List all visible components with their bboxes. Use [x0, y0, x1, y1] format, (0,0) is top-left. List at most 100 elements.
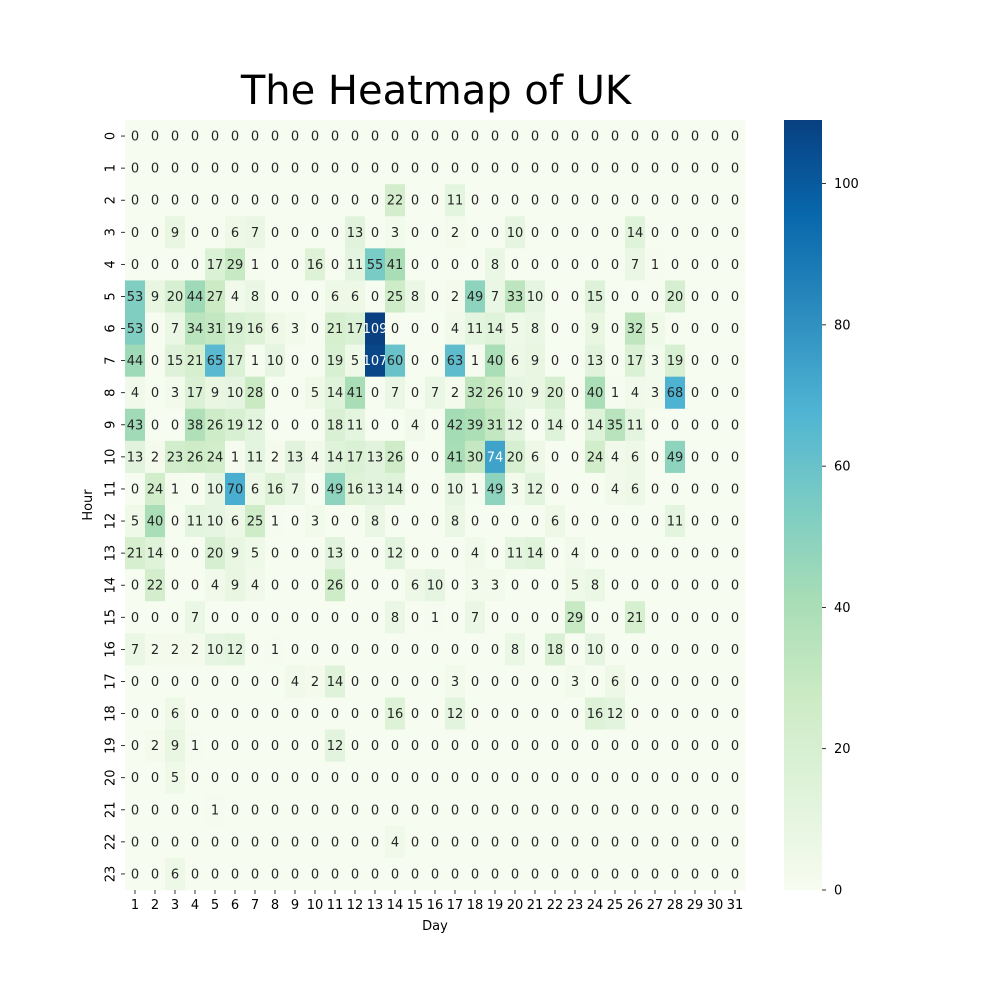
x-tick-label: 5 — [211, 898, 219, 913]
cell-value-label: 6 — [231, 226, 239, 241]
heatmap-cell — [145, 729, 166, 763]
heatmap-cell — [645, 793, 666, 827]
heatmap-cell — [545, 216, 566, 249]
heatmap-cell — [585, 280, 606, 313]
heatmap-cell — [345, 633, 366, 666]
heatmap-cell — [165, 312, 186, 345]
cell-value-label: 8 — [411, 290, 419, 305]
cell-value-label: 0 — [431, 675, 439, 690]
y-tick-label: 18 — [104, 705, 119, 722]
cell-value-label: 8 — [531, 322, 539, 337]
heatmap-cell — [205, 120, 226, 153]
heatmap-cell — [545, 505, 566, 538]
heatmap-cell — [125, 729, 146, 763]
cell-value-label: 0 — [411, 675, 419, 690]
heatmap-cell — [665, 537, 686, 570]
heatmap-cell — [345, 857, 366, 891]
cell-value-label: 25 — [387, 290, 404, 305]
heatmap-cell — [565, 440, 586, 474]
heatmap-cell — [585, 633, 606, 666]
heatmap-cell — [505, 120, 526, 153]
cell-value-label: 0 — [311, 547, 319, 562]
heatmap-cell — [465, 408, 486, 442]
cell-value-label: 14 — [527, 547, 544, 562]
heatmap-cell — [385, 601, 406, 634]
cell-value-label: 0 — [371, 418, 379, 433]
heatmap-cell — [325, 761, 346, 795]
cell-value-label: 0 — [431, 354, 439, 369]
cell-value-label: 0 — [591, 547, 599, 562]
cell-value-label: 0 — [711, 290, 719, 305]
cell-value-label: 0 — [211, 771, 219, 786]
cell-value-label: 0 — [231, 675, 239, 690]
heatmap-cell — [685, 408, 706, 442]
heatmap-cell — [145, 665, 166, 698]
cell-value-label: 8 — [491, 258, 499, 273]
heatmap-cell — [285, 440, 306, 474]
heatmap-cell — [185, 505, 206, 538]
heatmap-cell — [245, 248, 266, 281]
cell-value-label: 0 — [671, 611, 679, 626]
cell-value-label: 29 — [227, 258, 244, 273]
cell-value-label: 0 — [491, 835, 499, 850]
heatmap-cell — [685, 280, 706, 313]
cell-value-label: 0 — [211, 162, 219, 177]
cell-value-label: 21 — [327, 322, 344, 337]
cell-value-label: 18 — [327, 418, 344, 433]
cell-value-label: 0 — [451, 835, 459, 850]
cell-value-label: 0 — [231, 194, 239, 209]
cell-value-label: 0 — [711, 515, 719, 530]
heatmap-cell — [525, 601, 546, 634]
heatmap-cell — [205, 601, 226, 634]
y-tick-label: 6 — [104, 324, 119, 332]
heatmap-cell — [225, 825, 246, 859]
cell-value-label: 0 — [671, 322, 679, 337]
heatmap-cell — [665, 216, 686, 249]
heatmap-cell — [205, 376, 226, 410]
cell-value-label: 33 — [507, 290, 524, 305]
cell-value-label: 12 — [327, 739, 344, 754]
heatmap-cell — [645, 376, 666, 410]
heatmap-cell — [245, 344, 266, 378]
cell-value-label: 0 — [531, 162, 539, 177]
heatmap-cell — [665, 729, 686, 763]
cell-value-label: 10 — [507, 226, 524, 241]
cell-value-label: 19 — [667, 354, 684, 369]
cell-value-label: 0 — [291, 418, 299, 433]
cell-value-label: 0 — [571, 354, 579, 369]
cell-value-label: 3 — [471, 579, 479, 594]
cell-value-label: 12 — [507, 418, 524, 433]
heatmap-cell — [545, 152, 566, 185]
cell-value-label: 0 — [291, 290, 299, 305]
heatmap-cell — [345, 505, 366, 538]
cell-value-label: 0 — [311, 418, 319, 433]
heatmap-cell — [505, 505, 526, 538]
cell-value-label: 0 — [651, 675, 659, 690]
cell-value-label: 1 — [611, 386, 619, 401]
cell-value-label: 0 — [471, 258, 479, 273]
heatmap-cell — [345, 248, 366, 281]
heatmap-cell — [585, 857, 606, 891]
cell-value-label: 74 — [487, 450, 504, 465]
cell-value-label: 0 — [311, 579, 319, 594]
heatmap-cell — [285, 472, 306, 506]
heatmap-cell — [625, 472, 646, 506]
heatmap-cell — [265, 665, 286, 698]
cell-value-label: 0 — [731, 418, 739, 433]
heatmap-cell — [525, 761, 546, 795]
heatmap-cell — [465, 184, 486, 217]
heatmap-cell — [345, 312, 366, 345]
cell-value-label: 0 — [191, 675, 199, 690]
cell-value-label: 49 — [327, 482, 344, 497]
heatmap-cell — [425, 312, 446, 345]
cell-value-label: 0 — [171, 611, 179, 626]
cell-value-label: 6 — [331, 290, 339, 305]
cell-value-label: 11 — [467, 322, 484, 337]
x-tick-label: 20 — [507, 898, 524, 913]
heatmap-cell — [365, 793, 386, 827]
heatmap-cell — [505, 729, 526, 763]
heatmap-cell — [545, 120, 566, 153]
cell-value-label: 6 — [411, 579, 419, 594]
heatmap-cell — [365, 472, 386, 506]
heatmap-cell — [425, 280, 446, 313]
